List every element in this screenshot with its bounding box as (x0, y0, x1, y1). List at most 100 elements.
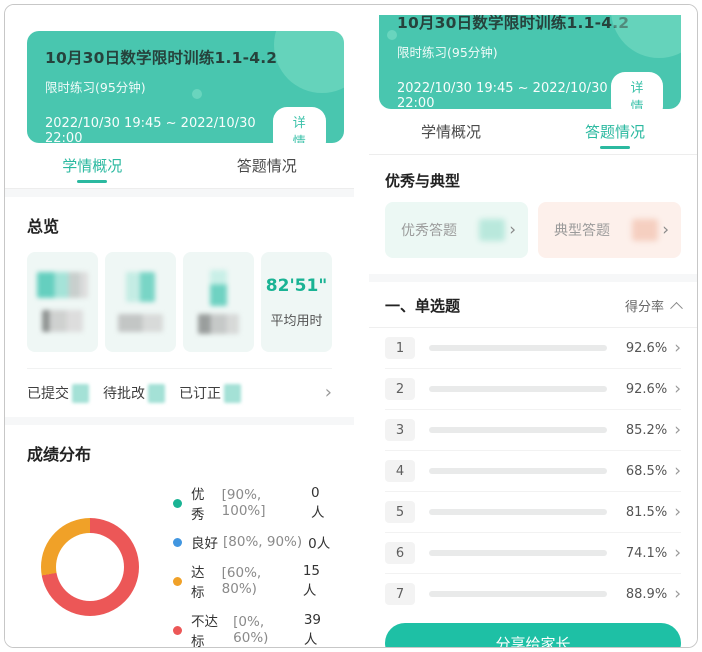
score-rate-bar (429, 386, 608, 392)
question-number-badge: 4 (385, 460, 415, 482)
question-number-badge: 1 (385, 337, 415, 359)
section-divider (5, 417, 354, 425)
panel-answers: 10月30日数学限时训练1.1-4.2 限时练习(95分钟) 2022/10/3… (369, 5, 697, 647)
redacted-count-blur (224, 383, 241, 403)
question-row[interactable]: 4 68.5% › (385, 451, 681, 492)
legend-item: 良好 [80%, 90%) 0人 (173, 532, 332, 552)
stat-corrected: 已订正 (179, 383, 241, 403)
tab-overview[interactable]: 学情概况 (5, 143, 180, 188)
chevron-right-icon: › (674, 337, 681, 358)
score-rate-toggle[interactable]: 得分率 (625, 296, 683, 315)
excellent-typical-heading: 优秀与典型 (385, 172, 461, 190)
composite-frame: 10月30日数学限时训练1.1-4.2 限时练习(95分钟) 2022/10/3… (4, 4, 698, 648)
score-rate-value: 68.5% (625, 463, 668, 479)
question-number-badge: 7 (385, 583, 415, 605)
question-row[interactable]: 3 85.2% › (385, 410, 681, 451)
legend-item: 不达标 [0%, 60%) 39人 (173, 610, 332, 647)
question-section-title: 一、单选题 (385, 297, 461, 315)
excellent-answers-card[interactable]: 优秀答题 › (385, 202, 528, 258)
chevron-right-icon: › (674, 501, 681, 522)
right-tab-bar: 学情概况 答题情况 (369, 109, 697, 155)
tab-answers[interactable]: 答题情况 (533, 109, 697, 154)
legend-dot-icon (173, 576, 182, 586)
stat-card-avg-time: 82'51" 平均用时 (261, 252, 332, 352)
avg-time-label: 平均用时 (270, 313, 323, 329)
share-to-parents-button[interactable]: 分享给家长 (385, 623, 681, 647)
question-number-badge: 3 (385, 419, 415, 441)
redacted-count-blur (72, 383, 89, 403)
question-row[interactable]: 5 81.5% › (385, 492, 681, 533)
tab-answers[interactable]: 答题情况 (236, 157, 297, 175)
chevron-right-icon: › (674, 542, 681, 563)
score-rate-bar (429, 591, 608, 597)
chevron-up-icon (670, 301, 683, 315)
exam-title: 10月30日数学限时训练1.1-4.2 (397, 15, 630, 32)
score-rate-bar (429, 550, 608, 556)
decor-blob (191, 89, 202, 99)
chevron-right-icon: › (509, 220, 516, 240)
exam-subtitle: 限时练习(95分钟) (397, 45, 498, 60)
chevron-right-icon: › (674, 460, 681, 481)
exam-header-card: 10月30日数学限时训练1.1-4.2 限时练习(95分钟) 2022/10/3… (27, 31, 344, 143)
question-row[interactable]: 7 88.9% › (385, 574, 681, 614)
overview-section: 总览 82'51" 平均 (5, 197, 354, 417)
stat-submitted: 已提交 (27, 383, 89, 403)
tab-overview[interactable]: 学情概况 (420, 123, 481, 141)
stat-card-redacted (183, 252, 254, 352)
share-button-wrap: 分享给家长 (369, 614, 697, 647)
score-rate-bar (429, 468, 608, 474)
question-row[interactable]: 6 74.1% › (385, 533, 681, 574)
chevron-right-icon: › (674, 419, 681, 440)
question-row[interactable]: 2 92.6% › (385, 369, 681, 410)
question-number-badge: 2 (385, 378, 415, 400)
exam-header-card: 10月30日数学限时训练1.1-4.2 限时练习(95分钟) 2022/10/3… (379, 15, 681, 109)
exam-title: 10月30日数学限时训练1.1-4.2 (45, 49, 278, 67)
left-tab-bar: 学情概况 答题情况 (5, 143, 354, 189)
section-divider (369, 274, 697, 282)
legend-dot-icon (173, 625, 182, 635)
panel-overview: 10月30日数学限时训练1.1-4.2 限时练习(95分钟) 2022/10/3… (5, 5, 354, 647)
chevron-right-icon: › (674, 378, 681, 399)
detail-button[interactable]: 详情 (272, 107, 326, 143)
chevron-right-icon: › (674, 583, 681, 604)
score-distribution-section: 成绩分布 优秀 [90%, 100%] 0人 良好 [80%, 90%) 0人 … (5, 425, 354, 647)
question-rows-list: 1 92.6% › 2 92.6% › 3 85.2% › 4 68.5% › … (369, 328, 697, 614)
score-rate-value: 92.6% (625, 381, 668, 397)
redacted-value-blur (125, 272, 156, 302)
legend-item: 优秀 [90%, 100%] 0人 (173, 483, 332, 523)
exam-time-range: 2022/10/30 19:45 ~ 2022/10/30 22:00 (45, 116, 256, 143)
submit-stats-row[interactable]: 已提交 待批改 已订正 › (27, 368, 332, 403)
stat-cards-row: 82'51" 平均用时 (27, 252, 332, 352)
score-distribution-donut-chart (41, 517, 139, 616)
exam-time-range: 2022/10/30 19:45 ~ 2022/10/30 22:00 (397, 81, 608, 109)
score-rate-value: 88.9% (625, 586, 668, 602)
donut-legend: 优秀 [90%, 100%] 0人 良好 [80%, 90%) 0人 达标 [6… (173, 483, 332, 647)
score-rate-bar (429, 509, 608, 515)
redacted-label-blur (41, 310, 84, 332)
chevron-right-icon[interactable]: › (324, 382, 332, 403)
overview-heading: 总览 (27, 217, 60, 236)
typical-answers-card[interactable]: 典型答题 › (538, 202, 681, 258)
redacted-count-blur (148, 383, 165, 403)
excellent-cards-row: 优秀答题 › 典型答题 › (369, 202, 697, 274)
legend-dot-icon (173, 498, 182, 508)
redacted-value-blur (209, 270, 228, 306)
exam-subtitle: 限时练习(95分钟) (45, 80, 146, 95)
avg-time-value: 82'51" (265, 275, 328, 296)
redacted-count-blur (479, 219, 506, 241)
score-rate-value: 85.2% (625, 422, 668, 438)
panel-gap (354, 5, 369, 647)
legend-item: 达标 [60%, 80%) 15人 (173, 561, 332, 601)
score-rate-value: 81.5% (625, 504, 668, 520)
stat-to-grade: 待批改 (103, 383, 165, 403)
redacted-count-blur (632, 219, 659, 241)
redacted-label-blur (197, 314, 240, 334)
section-divider (5, 189, 354, 197)
redacted-value-blur (36, 272, 89, 298)
score-rate-value: 92.6% (625, 340, 668, 356)
detail-button[interactable]: 详情 (610, 72, 663, 109)
score-rate-value: 74.1% (625, 545, 668, 561)
question-row[interactable]: 1 92.6% › (385, 328, 681, 369)
question-number-badge: 6 (385, 542, 415, 564)
